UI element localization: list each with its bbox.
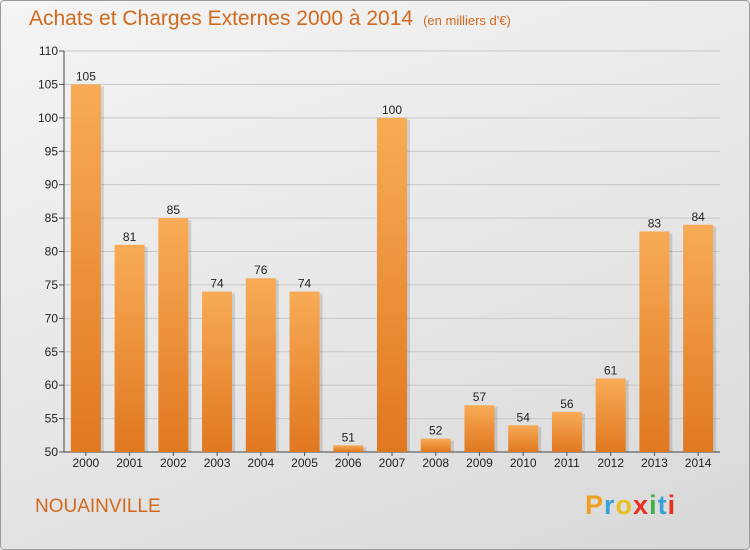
logo-letter: P [585, 490, 605, 520]
bar [202, 291, 233, 452]
value-label: 51 [342, 430, 356, 444]
chart-subtitle: (en milliers d'€) [423, 13, 511, 28]
value-label: 100 [382, 103, 402, 117]
logo-letter: i [649, 490, 658, 520]
y-tick-label: 55 [45, 412, 59, 426]
bar [639, 231, 670, 452]
bar [70, 84, 101, 453]
x-tick-label: 2012 [597, 456, 624, 470]
y-tick-label: 105 [38, 77, 58, 91]
y-tick-label: 100 [38, 111, 58, 125]
value-labels: 105 81 85 74 76 74 51 100 52 57 54 56 61 83 84 [76, 69, 705, 444]
value-label: 74 [210, 277, 224, 291]
x-tick-label: 2006 [335, 456, 362, 470]
bar [420, 438, 451, 452]
value-label: 57 [473, 390, 487, 404]
logo-letter: i [667, 490, 677, 520]
value-label: 83 [648, 216, 662, 230]
value-label: 76 [254, 263, 268, 277]
value-label: 81 [123, 230, 137, 244]
value-label: 56 [560, 397, 574, 411]
y-tick-label: 85 [45, 211, 59, 225]
value-label: 85 [167, 203, 181, 217]
commune-name: NOUAINVILLE [35, 496, 161, 517]
y-tick-label: 65 [45, 345, 59, 359]
x-tick-label: 2002 [160, 456, 187, 470]
bar [245, 278, 276, 452]
x-tick-label: 2007 [379, 456, 406, 470]
chart-title-text: Achats et Charges Externes 2000 à 2014 [29, 7, 414, 30]
y-tick-label: 95 [45, 144, 59, 158]
y-tick-label: 90 [45, 178, 59, 192]
x-tick-label: 2001 [116, 456, 143, 470]
y-tick-labels: 50 55 60 65 70 75 80 85 90 95 100 105 110 [38, 44, 58, 459]
bar [595, 378, 626, 452]
y-tick-label: 50 [45, 445, 59, 459]
value-label: 54 [517, 410, 531, 424]
bar [683, 224, 714, 452]
x-tick-label: 2014 [685, 456, 712, 470]
y-tick-label: 60 [45, 378, 59, 392]
logo-letter: t [657, 490, 668, 520]
proxiti-logo: Proxiti [585, 490, 676, 521]
bars [70, 84, 717, 453]
x-tick-label: 2003 [204, 456, 231, 470]
logo-letter: x [633, 490, 650, 520]
x-tick-label: 2005 [291, 456, 318, 470]
bar [464, 405, 495, 452]
value-label: 84 [691, 210, 705, 224]
value-label: 52 [429, 424, 443, 438]
value-label: 105 [76, 69, 96, 83]
x-tick-label: 2013 [641, 456, 668, 470]
y-tick-label: 110 [39, 44, 58, 58]
x-tick-label: 2010 [510, 456, 537, 470]
y-tick-label: 70 [45, 311, 59, 325]
x-tick-label: 2011 [554, 456, 580, 470]
x-tick-label: 2008 [422, 456, 449, 470]
value-label: 61 [604, 363, 618, 377]
x-tick-label: 2004 [247, 456, 274, 470]
x-tick-labels: 2000 2001 2002 2003 2004 2005 2006 2007 2008 2009… [73, 452, 712, 470]
bar [551, 411, 582, 452]
bar [377, 117, 407, 452]
logo-letter: o [615, 490, 634, 520]
bar [158, 218, 189, 452]
bar [289, 291, 320, 452]
logo-letter: r [604, 490, 616, 520]
y-tick-label: 80 [45, 245, 59, 259]
x-tick-label: 2000 [73, 456, 100, 470]
bar [114, 244, 145, 452]
x-tick-label: 2009 [466, 456, 493, 470]
bar [333, 445, 364, 452]
chart-title: Achats et Charges Externes 2000 à 2014 (e… [29, 7, 511, 31]
bar [508, 425, 539, 452]
value-label: 74 [298, 277, 312, 291]
y-tick-label: 75 [45, 278, 59, 292]
